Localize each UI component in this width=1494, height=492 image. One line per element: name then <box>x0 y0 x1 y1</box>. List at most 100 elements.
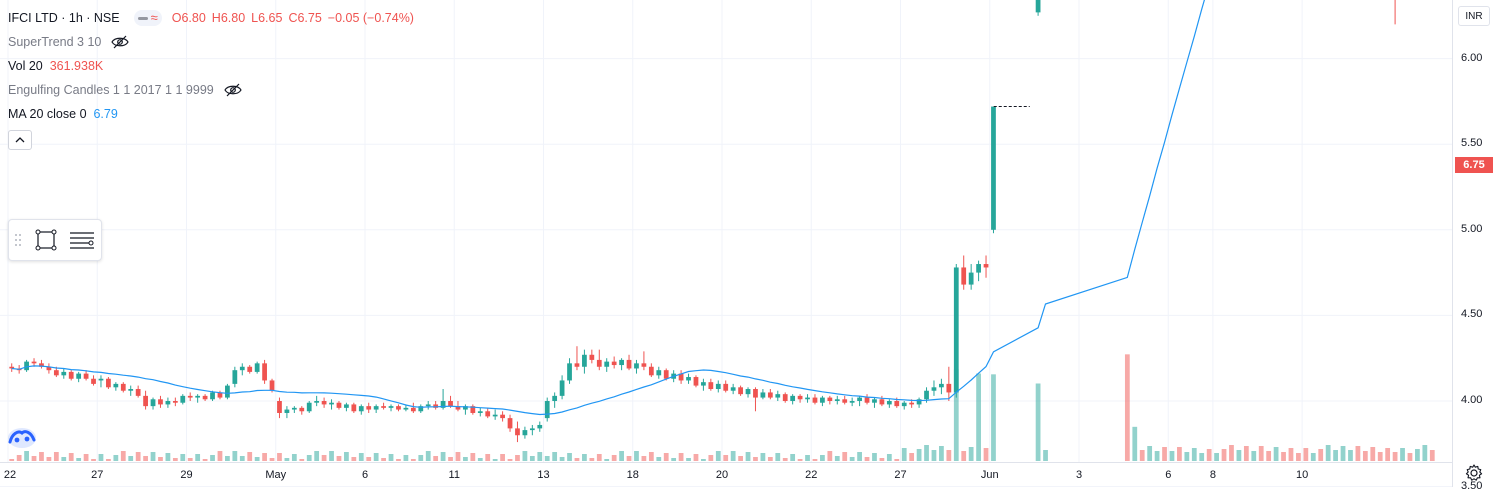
volume-bar <box>1303 448 1309 461</box>
candle-body <box>403 407 409 410</box>
candle-body <box>239 366 245 371</box>
candle-body <box>120 383 126 391</box>
candle-body <box>165 401 171 405</box>
volume-bar <box>232 451 238 461</box>
candle-body <box>202 395 208 400</box>
volume-bar <box>269 458 275 461</box>
candle-body <box>611 361 617 366</box>
volume-bar <box>827 451 833 461</box>
volume-bar <box>604 459 610 461</box>
volume-bar <box>567 453 572 461</box>
volume-bar <box>1191 448 1197 461</box>
time-tick: 13 <box>537 469 550 481</box>
volume-bar <box>1355 446 1361 461</box>
gear-icon[interactable] <box>1465 464 1483 482</box>
candle-body <box>210 392 215 400</box>
volume-bar <box>767 457 773 461</box>
volume-bar <box>68 453 74 461</box>
candle-body <box>983 264 989 268</box>
candle-body <box>552 395 558 401</box>
candle-body <box>797 395 803 400</box>
rectangle-tool-button[interactable] <box>31 225 61 255</box>
candle-body <box>470 406 476 413</box>
indicator-engulfing[interactable]: Engulfing Candles 1 1 2017 1 1 9999 <box>8 78 420 102</box>
candle-body <box>805 397 810 400</box>
volume-bar <box>128 456 134 461</box>
volume-bar <box>834 456 840 461</box>
volume-bar <box>976 373 981 461</box>
candle-body <box>931 387 937 391</box>
volume-bar <box>582 454 587 461</box>
symbol-title[interactable]: IFCI LTD · 1h · NSE <box>8 11 120 25</box>
minus-icon <box>137 16 148 20</box>
candle-body <box>433 404 439 408</box>
time-tick: 27 <box>91 469 104 481</box>
volume-bar <box>306 455 312 461</box>
volume-bar <box>738 456 743 461</box>
eye-off-icon[interactable] <box>111 35 130 49</box>
volume-bar <box>515 455 520 461</box>
candle-body <box>567 363 572 381</box>
tradingview-logo[interactable] <box>6 424 38 450</box>
close-value: C6.75 <box>288 11 322 25</box>
volume-bar <box>872 453 877 461</box>
candle-body <box>135 389 141 396</box>
time-tick: 6 <box>1165 469 1172 481</box>
candle-body <box>708 382 714 390</box>
candle-body <box>225 385 230 398</box>
volume-bar <box>1385 448 1391 461</box>
volume-bar <box>433 456 439 461</box>
volume-bar <box>1340 446 1346 461</box>
volume-bar <box>552 452 558 461</box>
candle-body <box>939 383 944 388</box>
indicator-volume[interactable]: Vol 20 361.938K <box>8 54 420 78</box>
volume-bar <box>1221 449 1227 461</box>
drag-handle-icon[interactable] <box>13 230 25 250</box>
volume-bar <box>1177 447 1182 461</box>
volume-bar <box>247 452 253 461</box>
volume-bar <box>1251 451 1257 461</box>
volume-bar <box>849 457 855 461</box>
candle-body <box>388 406 394 408</box>
time-tick: 10 <box>1296 469 1309 481</box>
candle-body <box>544 401 550 419</box>
volume-bar <box>1035 383 1041 461</box>
candle-body <box>715 383 721 390</box>
volume-bar <box>723 455 729 461</box>
time-tick: May <box>265 469 287 481</box>
volume-bar <box>1236 450 1242 461</box>
drawing-toolbox[interactable] <box>8 219 102 261</box>
candle-body <box>559 380 565 396</box>
time-tick: 6 <box>361 469 369 481</box>
volume-bar <box>1258 446 1264 461</box>
candle-body <box>864 397 870 403</box>
candle-body <box>537 424 543 429</box>
lines-tool-button[interactable] <box>67 225 97 255</box>
candle-body <box>344 404 349 408</box>
candle-body <box>909 402 915 405</box>
volume-bar <box>820 455 825 461</box>
indicator-supertrend[interactable]: SuperTrend 3 10 <box>8 30 420 54</box>
candle-body <box>358 406 364 412</box>
candle-body <box>886 401 892 405</box>
candle-body <box>507 418 513 429</box>
currency-label[interactable]: INR <box>1458 6 1490 26</box>
volume-bar <box>448 457 453 461</box>
volume-bar <box>358 453 364 461</box>
ohlc-values: O6.80 H6.80 L6.65 C6.75 −0.05 (−0.74%) <box>172 6 420 30</box>
indicator-ma[interactable]: MA 20 close 0 6.79 <box>8 102 420 126</box>
volume-bar <box>202 459 208 461</box>
time-tick: 8 <box>1209 469 1216 481</box>
compare-toggle[interactable]: ≈ <box>133 10 162 26</box>
volume-bar <box>31 456 37 461</box>
collapse-legend-button[interactable] <box>8 130 32 150</box>
price-tick: 6.00 <box>1461 51 1483 64</box>
eye-off-icon[interactable] <box>224 83 242 97</box>
candle-body <box>953 267 959 393</box>
volume-bar <box>1325 445 1331 461</box>
candle-body <box>291 407 297 410</box>
candle-body <box>872 399 877 403</box>
candle-body <box>686 377 691 381</box>
volume-bar <box>1266 451 1272 461</box>
volume-bar <box>805 455 810 461</box>
